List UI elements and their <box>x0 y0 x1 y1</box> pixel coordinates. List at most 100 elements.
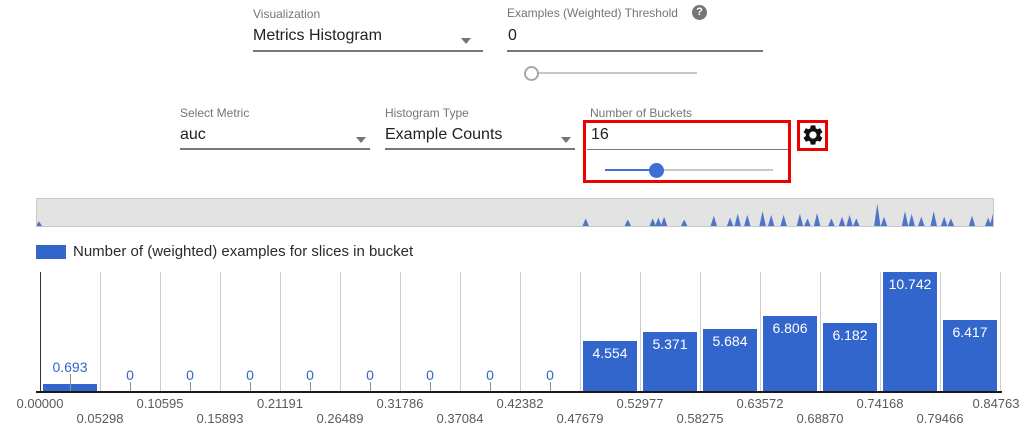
gridline <box>880 272 881 392</box>
bar-label: 0 <box>426 367 434 383</box>
bar-label: 4.554 <box>592 345 628 362</box>
num-buckets-slider-thumb[interactable] <box>649 163 665 178</box>
bar-label: 10.742 <box>888 276 932 293</box>
gridline <box>940 272 941 392</box>
y-axis-line <box>40 272 41 392</box>
x-tick-label: 0.79466 <box>916 411 964 426</box>
visualization-label: Visualization <box>253 7 321 21</box>
gridline <box>700 272 701 392</box>
x-tick-label: 0.74168 <box>856 396 904 411</box>
threshold-input[interactable]: 0 <box>508 27 517 44</box>
select-metric-underline <box>180 148 370 150</box>
highlight-box-settings <box>797 120 828 151</box>
annotation-stem-line <box>370 382 371 391</box>
annotation-stem-line <box>490 382 491 391</box>
x-axis-line <box>36 391 1002 393</box>
gridline <box>400 272 401 392</box>
gridline <box>220 272 221 392</box>
visualization-dropdown[interactable]: Metrics Histogram <box>253 27 382 44</box>
bar-label: 0 <box>366 367 374 383</box>
select-metric-label: Select Metric <box>180 106 250 120</box>
x-tick-label: 0.47679 <box>556 411 604 426</box>
threshold-slider-track[interactable] <box>527 72 697 74</box>
gridline <box>100 272 101 392</box>
bar-label: 0 <box>486 367 494 383</box>
bar-label: 0 <box>186 367 194 383</box>
annotation-stem-line <box>310 382 311 391</box>
x-tick-label: 0.21191 <box>256 396 304 411</box>
threshold-slider-thumb[interactable] <box>524 66 539 81</box>
bar[interactable] <box>583 341 637 392</box>
x-tick-label: 0.52977 <box>616 396 664 411</box>
bar-label: 6.806 <box>772 320 808 336</box>
chevron-down-icon[interactable] <box>461 38 471 44</box>
x-tick-label: 0.37084 <box>436 411 484 426</box>
bar[interactable] <box>823 323 877 392</box>
histogram-type-underline <box>385 148 575 150</box>
annotation-stem-line <box>250 382 251 391</box>
bar-label: 0.693 <box>52 359 88 376</box>
legend-swatch <box>36 245 66 259</box>
annotation-stem-line <box>130 382 131 391</box>
threshold-underline <box>507 50 763 52</box>
bar[interactable] <box>883 272 937 392</box>
x-tick-label: 0.05298 <box>76 411 124 426</box>
x-tick-label: 0.63572 <box>736 396 784 411</box>
gridline <box>460 272 461 392</box>
x-tick-label: 0.68870 <box>796 411 844 426</box>
x-tick-label: 0.15893 <box>196 411 244 426</box>
x-tick-label: 0.84763 <box>972 396 1020 411</box>
bar-label: 6.182 <box>832 327 868 343</box>
x-tick-label: 0.58275 <box>676 411 724 426</box>
legend-label: Number of (weighted) examples for slices… <box>73 243 414 260</box>
bar-label: 0 <box>126 367 134 383</box>
select-metric-dropdown[interactable]: auc <box>180 126 206 143</box>
chevron-down-icon[interactable] <box>356 137 366 143</box>
bar-label: 5.371 <box>652 336 688 352</box>
histogram-type-label: Histogram Type <box>385 106 469 120</box>
num-buckets-underline <box>587 149 788 150</box>
help-icon[interactable]: ? <box>692 5 707 20</box>
bar-label: 0 <box>306 367 314 383</box>
histogram-type-dropdown[interactable]: Example Counts <box>385 126 503 143</box>
annotation-stem-line <box>190 382 191 391</box>
gridline <box>280 272 281 392</box>
annotation-stem-line <box>430 382 431 391</box>
annotation-stem-line <box>550 382 551 391</box>
bar[interactable] <box>643 332 697 392</box>
settings-gear-button[interactable] <box>801 123 825 147</box>
gridline <box>340 272 341 392</box>
bar-label: 5.684 <box>712 332 748 349</box>
gridline <box>520 272 521 392</box>
gridline <box>760 272 761 392</box>
density-spikes <box>35 203 997 226</box>
x-tick-label: 0.42382 <box>496 396 544 411</box>
gridline <box>1000 272 1001 392</box>
x-tick-label: 0.00000 <box>16 396 64 411</box>
highlight-box-num-buckets <box>583 120 791 183</box>
bar-label: 0 <box>546 367 554 383</box>
bar-label: 6.417 <box>952 324 988 341</box>
slice-density-strip[interactable] <box>35 198 997 227</box>
gear-icon <box>803 125 823 145</box>
bar[interactable] <box>943 320 997 392</box>
num-buckets-slider-track[interactable] <box>605 169 773 171</box>
x-tick-label: 0.31786 <box>376 396 424 411</box>
gridline <box>640 272 641 392</box>
gridline <box>160 272 161 392</box>
chevron-down-icon[interactable] <box>561 137 571 143</box>
bar[interactable] <box>703 328 757 392</box>
gridline <box>580 272 581 392</box>
gridline <box>820 272 821 392</box>
annotation-stem-line <box>70 374 71 391</box>
visualization-underline <box>253 50 483 52</box>
threshold-label: Examples (Weighted) Threshold <box>507 6 678 20</box>
num-buckets-slider-fill <box>605 169 658 171</box>
num-buckets-label: Number of Buckets <box>590 106 693 120</box>
bar-label: 0 <box>246 367 254 383</box>
bar[interactable] <box>763 316 817 392</box>
x-tick-label: 0.10595 <box>136 396 184 411</box>
x-tick-label: 0.26489 <box>316 411 364 426</box>
num-buckets-input[interactable]: 16 <box>591 126 609 143</box>
